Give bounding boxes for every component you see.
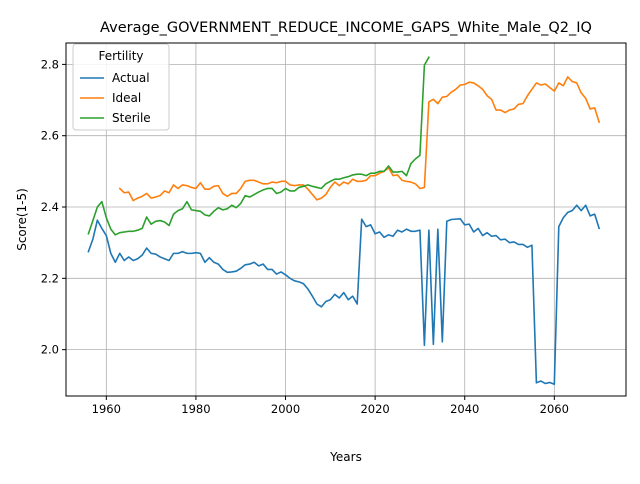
legend-label-sterile: Sterile (112, 111, 151, 125)
grid-lines (66, 43, 626, 396)
x-tick-label: 1960 (92, 402, 121, 416)
x-tick-label: 2020 (360, 402, 389, 416)
y-axis-ticks: 2.0 2.2 2.4 2.6 2.8 (41, 57, 66, 357)
legend: Fertility Actual Ideal Sterile (72, 43, 170, 131)
legend-label-actual: Actual (112, 71, 150, 85)
plot-frame (65, 42, 627, 397)
chart-title: Average_GOVERNMENT_REDUCE_INCOME_GAPS_Wh… (100, 20, 592, 36)
x-tick-label: 1980 (181, 402, 210, 416)
y-tick-label: 2.8 (41, 57, 59, 71)
x-tick-label: 2060 (540, 402, 569, 416)
x-axis-label: Years (329, 450, 362, 464)
y-tick-label: 2.2 (41, 271, 59, 285)
y-tick-label: 2.6 (41, 129, 59, 143)
series-lines (87, 56, 601, 386)
legend-label-ideal: Ideal (112, 91, 141, 105)
x-tick-label: 2000 (271, 402, 300, 416)
x-axis-ticks: 1960 1980 2000 2020 2040 2060 (92, 396, 569, 416)
series-line-actual (87, 204, 601, 386)
y-tick-label: 2.0 (41, 343, 59, 357)
y-tick-label: 2.4 (41, 200, 59, 214)
legend-box (72, 43, 170, 131)
series-line-ideal (118, 76, 601, 202)
x-tick-label: 2040 (450, 402, 479, 416)
y-axis-label: Score(1-5) (15, 188, 29, 251)
legend-title: Fertility (98, 49, 143, 63)
series-line-sterile (87, 56, 430, 236)
